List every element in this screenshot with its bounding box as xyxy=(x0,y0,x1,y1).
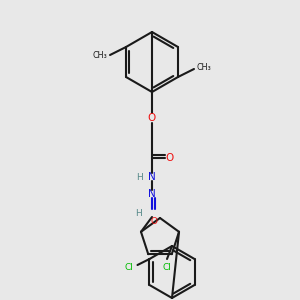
Text: CH₃: CH₃ xyxy=(92,52,107,61)
Text: Cl: Cl xyxy=(124,263,133,272)
Text: O: O xyxy=(151,218,158,226)
Text: Cl: Cl xyxy=(163,262,171,272)
Text: CH₃: CH₃ xyxy=(197,64,212,73)
Text: O: O xyxy=(148,113,156,123)
Text: N: N xyxy=(148,172,156,182)
Text: H: H xyxy=(135,208,142,217)
Text: H: H xyxy=(136,172,143,182)
Text: O: O xyxy=(166,153,174,163)
Text: N: N xyxy=(148,189,156,199)
